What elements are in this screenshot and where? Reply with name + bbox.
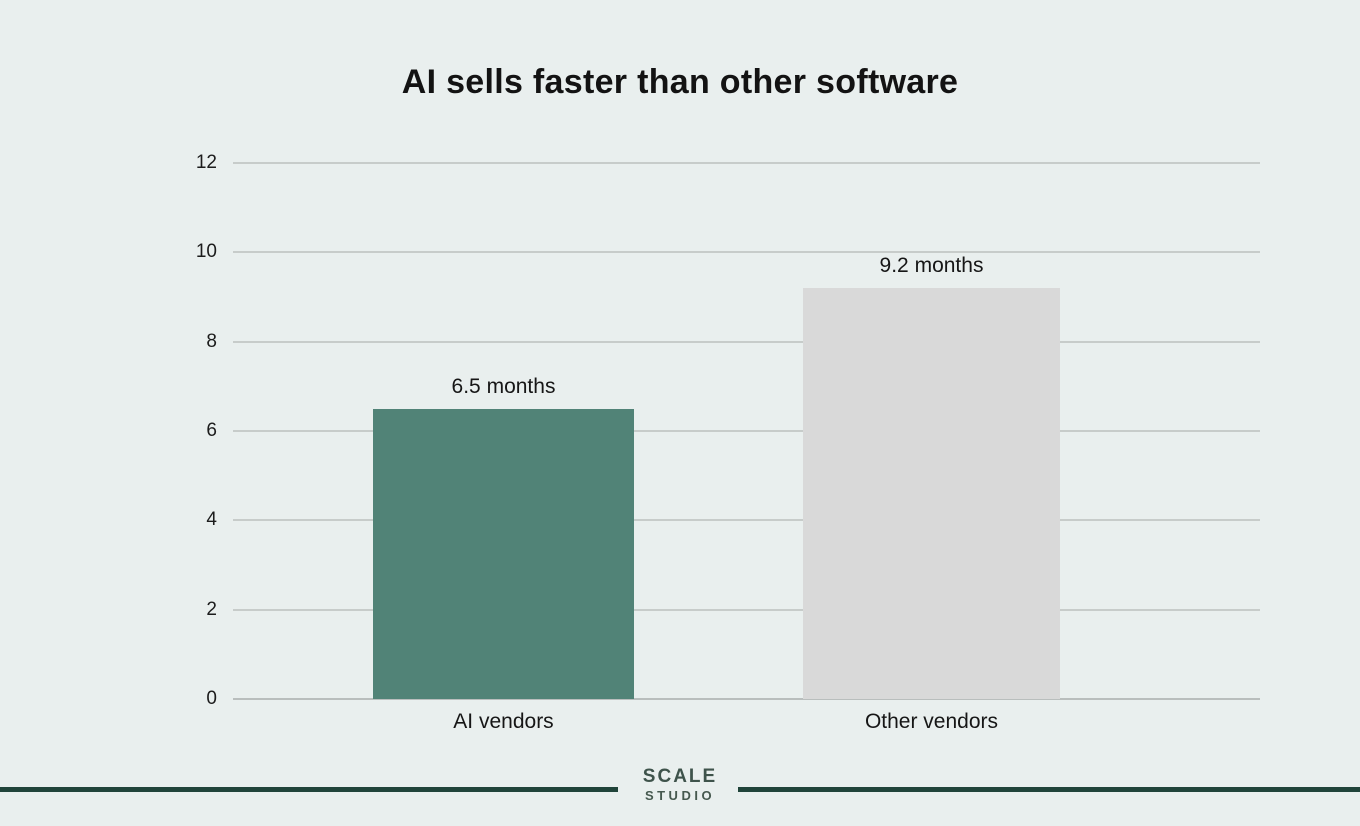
bar-other-vendors <box>803 288 1060 699</box>
y-tick-label-2: 2 <box>206 598 217 620</box>
bar-ai-vendors <box>373 408 634 699</box>
y-tick-label-8: 8 <box>206 330 217 352</box>
bar-group-other-vendors: 9.2 months Other vendors <box>803 163 1060 733</box>
plot-area: 6.5 months AI vendors 9.2 months Other v… <box>196 152 1260 733</box>
gridline-8 <box>233 340 1260 343</box>
scale-studio-logo: SCALE STUDIO <box>643 766 717 803</box>
chart-title: AI sells faster than other software <box>401 63 959 101</box>
x-axis-label-other-vendors: Other vendors <box>864 710 999 733</box>
brand-name-scale: SCALE <box>642 766 718 787</box>
gridline-4 <box>233 519 1260 522</box>
y-tick-label-4: 4 <box>206 509 217 531</box>
y-tick-label-10: 10 <box>195 241 217 263</box>
gridline-0 <box>233 698 1260 700</box>
gridline-2 <box>233 608 1260 611</box>
gridline-6 <box>233 430 1260 432</box>
y-tick-label-0: 0 <box>206 688 217 709</box>
y-tick-label-12: 12 <box>195 152 217 173</box>
bar-group-ai-vendors: 6.5 months AI vendors <box>373 163 634 733</box>
y-tick-label-6: 6 <box>206 420 217 441</box>
bar-value-label-other-vendors: 9.2 months <box>879 254 984 278</box>
brand-name-studio: STUDIO <box>644 787 716 803</box>
footer-rule-left <box>0 787 618 792</box>
x-axis-label-ai-vendors: AI vendors <box>453 710 554 733</box>
bar-value-label-ai-vendors: 6.5 months <box>451 374 556 398</box>
gridline-10 <box>233 251 1260 254</box>
gridline-12 <box>233 162 1260 164</box>
footer-rule-right <box>738 787 1360 792</box>
